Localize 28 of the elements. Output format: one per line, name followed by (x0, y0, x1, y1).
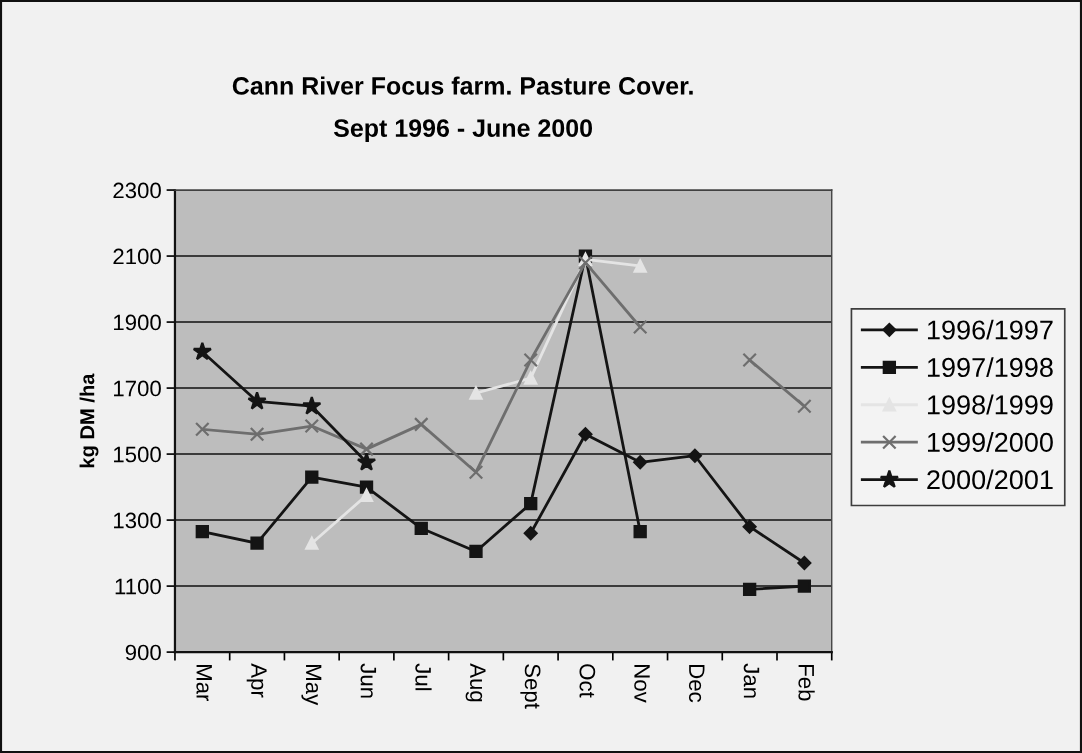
y-axis-title: kg DM /ha (79, 373, 99, 468)
x-tick-label: Dec (688, 665, 705, 703)
chart-subtitle: Sept 1996 - June 2000 (333, 119, 593, 142)
legend-label: 1999/2000 (927, 432, 1053, 452)
y-tick-label: 900 (125, 644, 161, 661)
x-tick-label: Sept (520, 664, 541, 709)
y-tick-label: 2100 (113, 248, 161, 265)
x-tick-label: Apr (246, 663, 267, 698)
x-tick-label: Aug (465, 663, 486, 702)
y-tick-label: 2300 (113, 182, 161, 199)
y-tick-label: 1100 (115, 578, 161, 595)
legend-label: 1998/1999 (927, 394, 1053, 415)
legend-label: 1997/1998 (927, 357, 1053, 378)
x-tick-label: Jul (415, 663, 432, 691)
x-tick-label: May (301, 665, 322, 706)
x-tick-label: Nov (634, 665, 650, 703)
y-tick-label: 1500 (114, 446, 161, 463)
legend-label: 1996/1997 (927, 319, 1053, 340)
legend-label: 2000/2001 (927, 469, 1053, 490)
x-tick-label: Feb (798, 665, 815, 701)
y-tick-label: 1700 (114, 380, 161, 397)
y-tick-label: 1300 (114, 512, 161, 529)
x-tick-label: Oct (579, 664, 596, 698)
y-tick-label: 1900 (114, 314, 161, 331)
x-tick-label: Jun (360, 663, 377, 698)
x-tick-label: Mar (196, 665, 212, 702)
chart-title: Cann River Focus farm. Pasture Cover. (232, 76, 693, 95)
x-tick-label: Jan (743, 663, 760, 698)
